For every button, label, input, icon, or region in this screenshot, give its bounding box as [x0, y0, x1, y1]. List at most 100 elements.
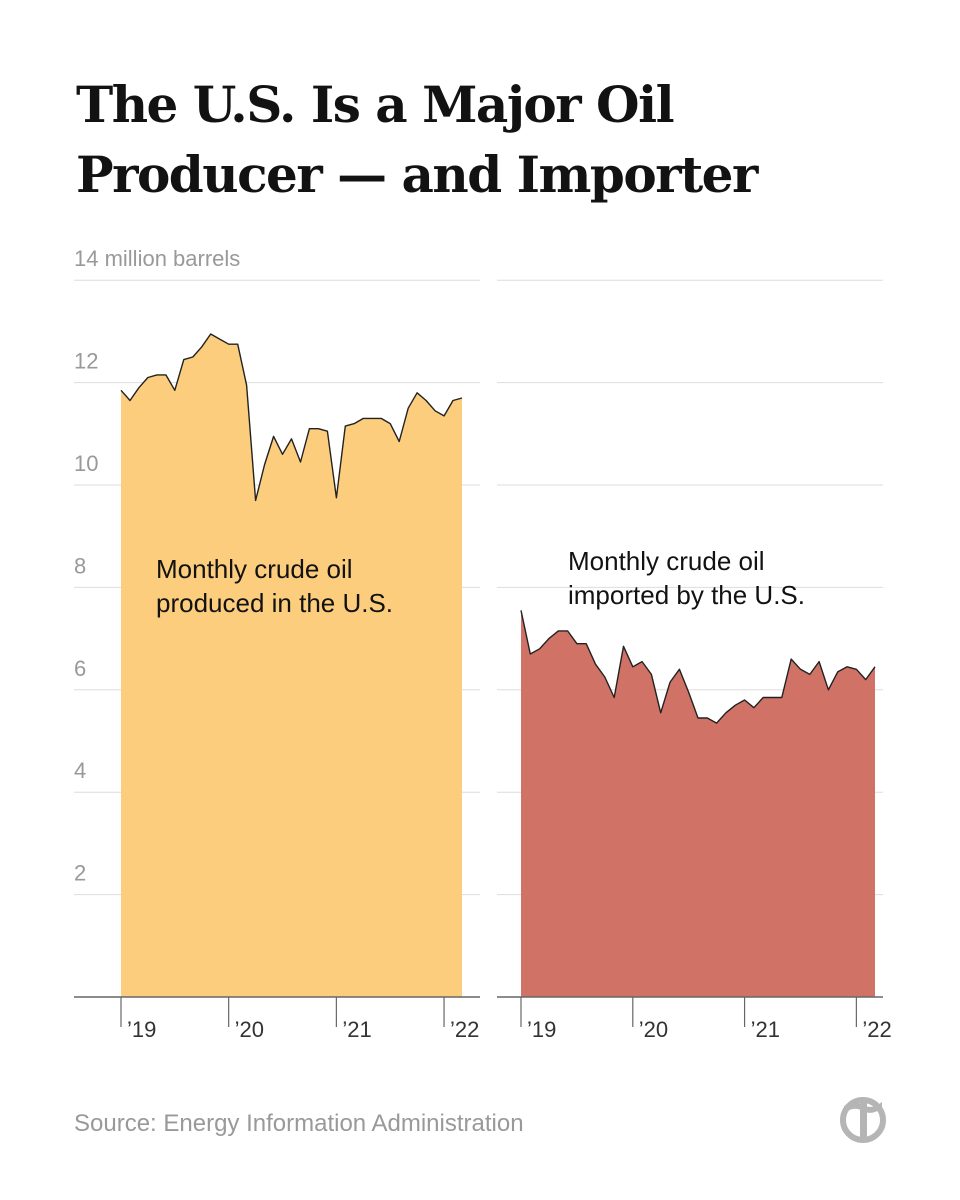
imported-point-2020-09 [707, 717, 709, 719]
produced-point-2019-06 [165, 374, 167, 376]
imported-point-2020-05 [669, 681, 671, 683]
produced-point-2020-06 [273, 436, 275, 438]
imported-point-2021-01 [744, 699, 746, 701]
produced-point-2020-04 [255, 500, 257, 502]
produced-point-2019-05 [156, 374, 158, 376]
produced-point-2019-08 [183, 359, 185, 361]
produced-point-2021-07 [389, 423, 391, 425]
imported-point-2019-04 [548, 638, 550, 640]
produced-point-2020-01 [228, 343, 230, 345]
produced-point-2019-03 [138, 387, 140, 389]
produced-point-2021-04 [363, 418, 365, 420]
imported-point-2020-11 [725, 712, 727, 714]
imported-point-2021-02 [753, 707, 755, 709]
produced-point-2020-10 [309, 428, 311, 430]
imported-point-2021-04 [772, 697, 774, 699]
imported-point-2019-02 [530, 653, 532, 655]
produced-x-tick-label-2021-01: ’21 [342, 1017, 371, 1042]
imported-point-2020-04 [660, 712, 662, 714]
produced-point-2022-02 [452, 400, 454, 402]
produced-point-2020-02 [237, 343, 239, 345]
produced-x-tick-label-2022-01: ’22 [450, 1017, 479, 1042]
produced-annotation-line-2: produced in the U.S. [156, 588, 393, 618]
imported-point-2019-06 [567, 630, 569, 632]
imported-point-2020-06 [679, 669, 681, 671]
panel-produced: 2 4 6 8 10 12 14 million barrels ’19 ’20 ’21 ’22 Mo… [74, 246, 480, 1042]
produced-point-2019-07 [174, 390, 176, 392]
produced-point-2022-01 [443, 415, 445, 417]
imported-point-2021-08 [809, 674, 811, 676]
produced-point-2019-09 [192, 356, 194, 358]
produced-point-2021-02 [345, 425, 347, 427]
produced-point-2019-01 [120, 390, 122, 392]
produced-point-2021-11 [425, 400, 427, 402]
imported-point-2019-07 [576, 643, 578, 645]
produced-point-2020-09 [300, 461, 302, 463]
y-tick-label-8: 8 [74, 553, 86, 578]
produced-point-2021-09 [407, 407, 409, 409]
produced-point-2019-12 [219, 338, 221, 340]
produced-point-2020-05 [264, 464, 266, 466]
imported-point-2019-08 [585, 643, 587, 645]
imported-point-2020-12 [735, 704, 737, 706]
imported-area [521, 610, 875, 997]
nyt-t-logo-icon [840, 1097, 886, 1143]
imported-point-2019-09 [595, 663, 597, 665]
produced-point-2021-01 [336, 497, 338, 499]
produced-point-2020-08 [291, 438, 293, 440]
imported-annotation-line-2: imported by the U.S. [568, 580, 805, 610]
imported-point-2021-12 [846, 666, 848, 668]
imported-point-2022-03 [874, 666, 876, 668]
imported-point-2021-03 [762, 697, 764, 699]
source-note: Source: Energy Information Administratio… [74, 1110, 524, 1137]
imported-point-2019-01 [520, 610, 522, 612]
imported-point-2019-12 [623, 646, 625, 648]
y-tick-label-4: 4 [74, 758, 86, 783]
produced-x-tick-label-2020-01: ’20 [235, 1017, 264, 1042]
produced-point-2021-05 [372, 418, 374, 420]
y-tick-label-14: 14 million barrels [74, 246, 240, 271]
y-tick-label-12: 12 [74, 349, 98, 374]
imported-point-2021-10 [828, 689, 830, 691]
chart-title: The U.S. Is a Major Oil Producer — and I… [76, 75, 758, 204]
panel-imported: ’19 ’20 ’21 ’22 Monthly crude oil imported by… [497, 279, 892, 1042]
imported-point-2019-10 [604, 676, 606, 678]
produced-point-2019-04 [147, 377, 149, 379]
produced-point-2021-06 [380, 418, 382, 420]
imported-point-2020-10 [716, 722, 718, 724]
produced-point-2020-07 [282, 454, 284, 456]
imported-point-2020-03 [651, 674, 653, 676]
imported-point-2019-11 [613, 697, 615, 699]
produced-point-2021-10 [416, 392, 418, 394]
imported-point-2020-01 [632, 666, 634, 668]
y-tick-label-10: 10 [74, 451, 98, 476]
imported-point-2021-06 [790, 658, 792, 660]
imported-point-2021-07 [800, 669, 802, 671]
imported-annotation-line-1: Monthly crude oil [568, 546, 765, 576]
y-tick-label-2: 2 [74, 861, 86, 886]
imported-x-tick-label-2021-01: ’21 [751, 1017, 780, 1042]
imported-point-2021-09 [818, 661, 820, 663]
imported-point-2020-08 [697, 717, 699, 719]
produced-point-2021-12 [434, 410, 436, 412]
produced-point-2019-02 [129, 400, 131, 402]
chart-area: 2 4 6 8 10 12 14 million barrels ’19 ’20 ’21 ’22 Mo… [74, 246, 892, 1042]
produced-point-2021-08 [398, 441, 400, 443]
y-tick-label-6: 6 [74, 656, 86, 681]
imported-point-2019-03 [539, 648, 541, 650]
imported-point-2020-07 [688, 692, 690, 694]
produced-area [121, 334, 462, 997]
produced-annotation-line-1: Monthly crude oil [156, 554, 353, 584]
imported-point-2019-05 [558, 630, 560, 632]
imported-point-2022-02 [865, 679, 867, 681]
produced-point-2019-10 [201, 346, 203, 348]
produced-point-2020-12 [327, 430, 329, 432]
produced-point-2019-11 [210, 333, 212, 335]
imported-x-tick-label-2019-01: ’19 [527, 1017, 556, 1042]
produced-x-tick-label-2019-01: ’19 [127, 1017, 156, 1042]
imported-series-line [520, 610, 876, 724]
produced-point-2021-03 [354, 423, 356, 425]
produced-point-2020-11 [318, 428, 320, 430]
produced-point-2022-03 [461, 397, 463, 399]
imported-point-2021-05 [781, 697, 783, 699]
